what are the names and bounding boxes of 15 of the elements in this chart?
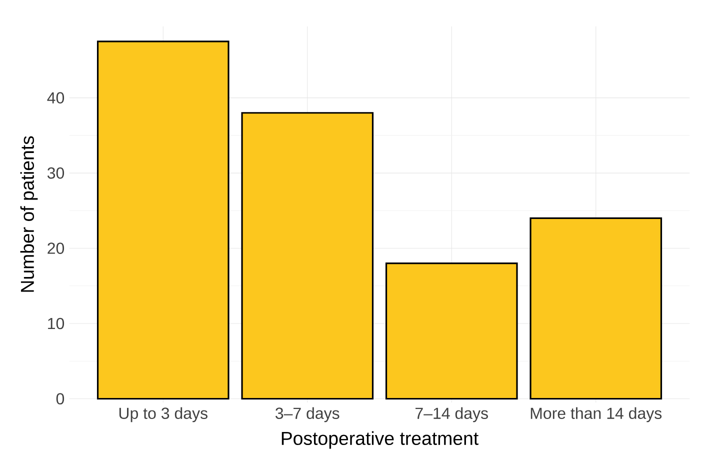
y-tick-label: 40 [47, 92, 64, 104]
bar [96, 40, 230, 400]
x-tick-label: Up to 3 days [119, 407, 208, 422]
y-tick-label: 20 [48, 242, 64, 254]
bar [385, 262, 518, 400]
bar [530, 217, 662, 400]
x-tick-label: More than 14 days [530, 407, 662, 422]
x-axis-title: Postoperative treatment [282, 431, 478, 449]
y-tick-label: 30 [47, 167, 64, 179]
y-tick-label: 0 [56, 392, 64, 404]
x-tick-label: 7–14 days [416, 407, 488, 422]
y-axis-title: Number of patients [20, 136, 38, 292]
bar [241, 112, 374, 400]
y-tick-label: 10 [48, 318, 64, 330]
x-tick-label: 3–7 days [276, 407, 340, 422]
